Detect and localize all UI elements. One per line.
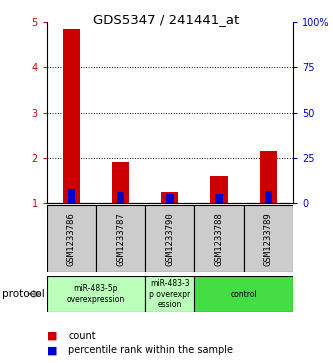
Bar [194, 205, 244, 272]
Bar [161, 192, 178, 203]
Text: protocol: protocol [2, 289, 44, 299]
Text: miR-483-3
p overexpr
ession: miR-483-3 p overexpr ession [149, 279, 190, 309]
Text: percentile rank within the sample: percentile rank within the sample [68, 345, 233, 355]
Text: GSM1233787: GSM1233787 [116, 212, 125, 266]
Text: ■: ■ [47, 345, 57, 355]
Bar [96, 205, 145, 272]
Bar [265, 191, 272, 203]
Text: GSM1233786: GSM1233786 [67, 212, 76, 266]
Bar [215, 194, 223, 203]
Bar [63, 29, 80, 203]
Bar [166, 194, 173, 203]
Text: miR-483-5p
overexpression: miR-483-5p overexpression [67, 284, 125, 304]
Text: GDS5347 / 241441_at: GDS5347 / 241441_at [93, 13, 240, 26]
Text: GSM1233788: GSM1233788 [214, 212, 224, 266]
Bar [210, 176, 228, 203]
Bar [47, 205, 96, 272]
Text: GSM1233790: GSM1233790 [165, 212, 174, 266]
Bar [260, 151, 277, 203]
Text: GSM1233789: GSM1233789 [264, 212, 273, 266]
Text: control: control [230, 290, 257, 298]
Bar [47, 276, 145, 312]
Bar [117, 192, 124, 203]
Bar [244, 205, 293, 272]
Bar [194, 276, 293, 312]
Bar [68, 189, 75, 203]
Text: ■: ■ [47, 331, 57, 341]
Bar [145, 205, 194, 272]
Bar [112, 163, 129, 203]
Text: count: count [68, 331, 96, 341]
Bar [145, 276, 194, 312]
